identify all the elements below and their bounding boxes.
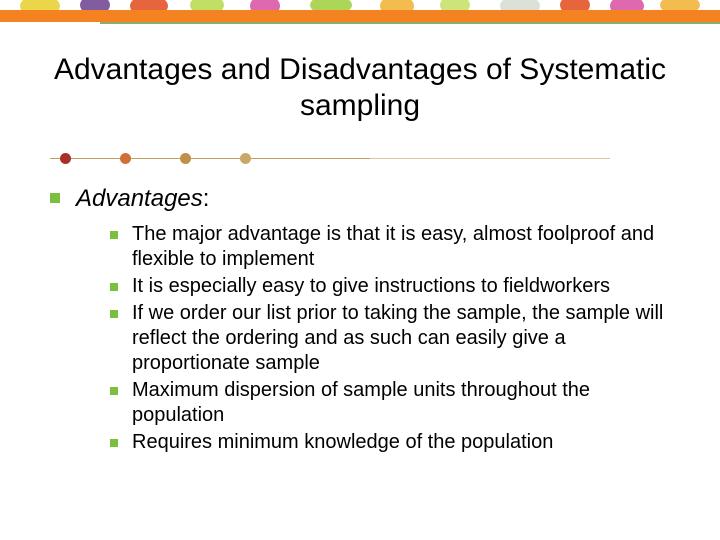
title-dot-icon <box>240 153 251 164</box>
list-item: Advantages: The major advantage is that … <box>50 184 670 455</box>
decorative-top-strip <box>0 0 720 10</box>
title-rule-dark <box>50 158 370 159</box>
list-item-text: If we order our list prior to taking the… <box>132 302 663 374</box>
decorative-blotch <box>560 0 590 10</box>
square-bullet-icon <box>50 193 60 203</box>
lvl1-label-suffix: : <box>203 185 210 212</box>
square-bullet-icon <box>110 439 118 447</box>
square-bullet-icon <box>110 231 118 239</box>
slide-title: Advantages and Disadvantages of Systemat… <box>50 52 670 124</box>
list-item: The major advantage is that it is easy, … <box>110 222 670 272</box>
list-item-text: It is especially easy to give instructio… <box>132 275 610 297</box>
list-item-text: Maximum dispersion of sample units throu… <box>132 379 590 426</box>
list-item-text: Requires minimum knowledge of the popula… <box>132 431 553 453</box>
list-item-text: The major advantage is that it is easy, … <box>132 223 654 270</box>
lvl1-label: Advantages: <box>76 185 209 212</box>
decorative-blotch <box>190 0 224 10</box>
decorative-blotch <box>20 0 60 10</box>
green-accent-line <box>100 22 720 24</box>
square-bullet-icon <box>110 310 118 318</box>
title-underline <box>50 152 670 172</box>
slide-content: Advantages and Disadvantages of Systemat… <box>0 22 720 455</box>
list-item: Requires minimum knowledge of the popula… <box>110 430 670 455</box>
list-item: Maximum dispersion of sample units throu… <box>110 378 670 428</box>
decorative-blotch <box>310 0 352 10</box>
decorative-blotch <box>130 0 168 10</box>
decorative-blotch <box>610 0 644 10</box>
list-item: If we order our list prior to taking the… <box>110 301 670 376</box>
title-dot-icon <box>120 153 131 164</box>
orange-bar <box>0 10 720 22</box>
bullet-list-level1: Advantages: The major advantage is that … <box>50 184 670 455</box>
title-dot-icon <box>60 153 71 164</box>
decorative-blotch <box>250 0 280 10</box>
square-bullet-icon <box>110 387 118 395</box>
decorative-blotch <box>440 0 470 10</box>
bullet-list-level2: The major advantage is that it is easy, … <box>76 222 670 455</box>
decorative-blotch <box>80 0 110 10</box>
decorative-blotch <box>380 0 414 10</box>
lvl1-label-text: Advantages <box>76 185 203 212</box>
title-dot-icon <box>180 153 191 164</box>
decorative-blotch <box>660 0 700 10</box>
decorative-blotch <box>500 0 540 10</box>
square-bullet-icon <box>110 283 118 291</box>
list-item: It is especially easy to give instructio… <box>110 274 670 299</box>
